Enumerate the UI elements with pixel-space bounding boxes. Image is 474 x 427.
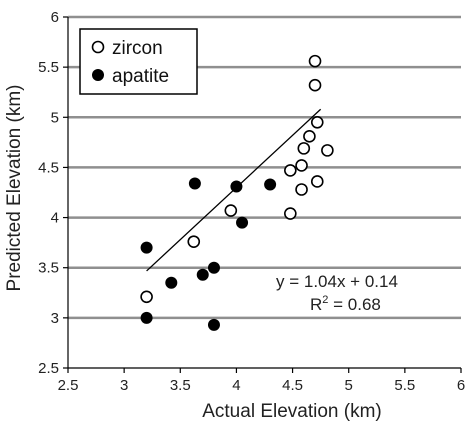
- data-point-zircon: [321, 144, 334, 157]
- x-tick-label: 6: [457, 377, 465, 394]
- data-point-apatite: [188, 177, 201, 190]
- x-tick-label: 4.5: [282, 377, 303, 394]
- legend-box: [79, 28, 198, 95]
- data-point-apatite: [236, 216, 249, 229]
- y-tick-label: 3.5: [38, 260, 59, 277]
- data-point-zircon: [187, 235, 201, 248]
- legend-label-apatite: apatite: [112, 66, 169, 87]
- data-point-zircon: [310, 116, 324, 129]
- x-tick-label: 4: [232, 377, 240, 394]
- regression-annotation: y = 1.04x + 0.14 R2 = 0.68: [276, 272, 398, 314]
- data-point-zircon: [284, 207, 297, 220]
- y-tick-label: 5.5: [38, 59, 59, 76]
- x-tick-label: 3: [120, 377, 128, 394]
- y-tick-label: 4.5: [38, 159, 59, 176]
- x-tick-label: 5: [345, 377, 353, 394]
- data-points: [140, 54, 334, 331]
- y-axis-label: Predicted Elevation (km): [4, 85, 25, 292]
- x-axis-label: Actual Elevation (km): [202, 401, 382, 422]
- data-point-zircon: [295, 159, 308, 172]
- legend-label-zircon: zircon: [112, 38, 163, 59]
- data-point-zircon: [308, 78, 322, 92]
- data-point-zircon: [303, 130, 316, 143]
- x-tick-label: 5.5: [394, 377, 415, 394]
- data-point-zircon: [297, 142, 311, 155]
- data-point-apatite: [207, 261, 220, 274]
- regression-equation: y = 1.04x + 0.14: [276, 272, 398, 291]
- x-tick-label: 2.5: [58, 377, 79, 394]
- data-point-zircon: [284, 164, 297, 177]
- data-point-zircon: [295, 183, 308, 196]
- data-point-apatite: [264, 178, 277, 191]
- y-tick-label: 2.5: [38, 360, 59, 377]
- data-point-zircon: [308, 54, 322, 68]
- x-tick-label: 3.5: [170, 377, 191, 394]
- y-tick-label: 4: [51, 210, 59, 227]
- data-point-apatite: [207, 318, 220, 331]
- data-point-zircon: [224, 204, 238, 217]
- y-tick-label: 6: [51, 9, 59, 26]
- y-tick-label: 5: [51, 109, 59, 126]
- axes: [63, 16, 462, 373]
- data-point-zircon: [310, 175, 324, 188]
- legend: zircon apatite: [79, 28, 198, 95]
- y-tick-label: 3: [51, 310, 59, 327]
- data-point-apatite: [165, 276, 178, 289]
- data-point-apatite: [140, 241, 153, 254]
- y-tick-labels: 2.5 3 3.5 4 4.5 5 5.5 6: [38, 9, 59, 377]
- data-point-apatite: [196, 268, 209, 281]
- x-tick-labels: 2.5 3 3.5 4 4.5 5 5.5 6: [58, 377, 466, 394]
- r-squared-label: R2 = 0.68: [310, 294, 381, 314]
- legend-marker-zircon: [91, 40, 105, 54]
- data-point-apatite: [140, 311, 153, 324]
- data-point-apatite: [230, 180, 243, 193]
- legend-marker-apatite: [92, 69, 104, 81]
- data-point-zircon: [140, 290, 153, 304]
